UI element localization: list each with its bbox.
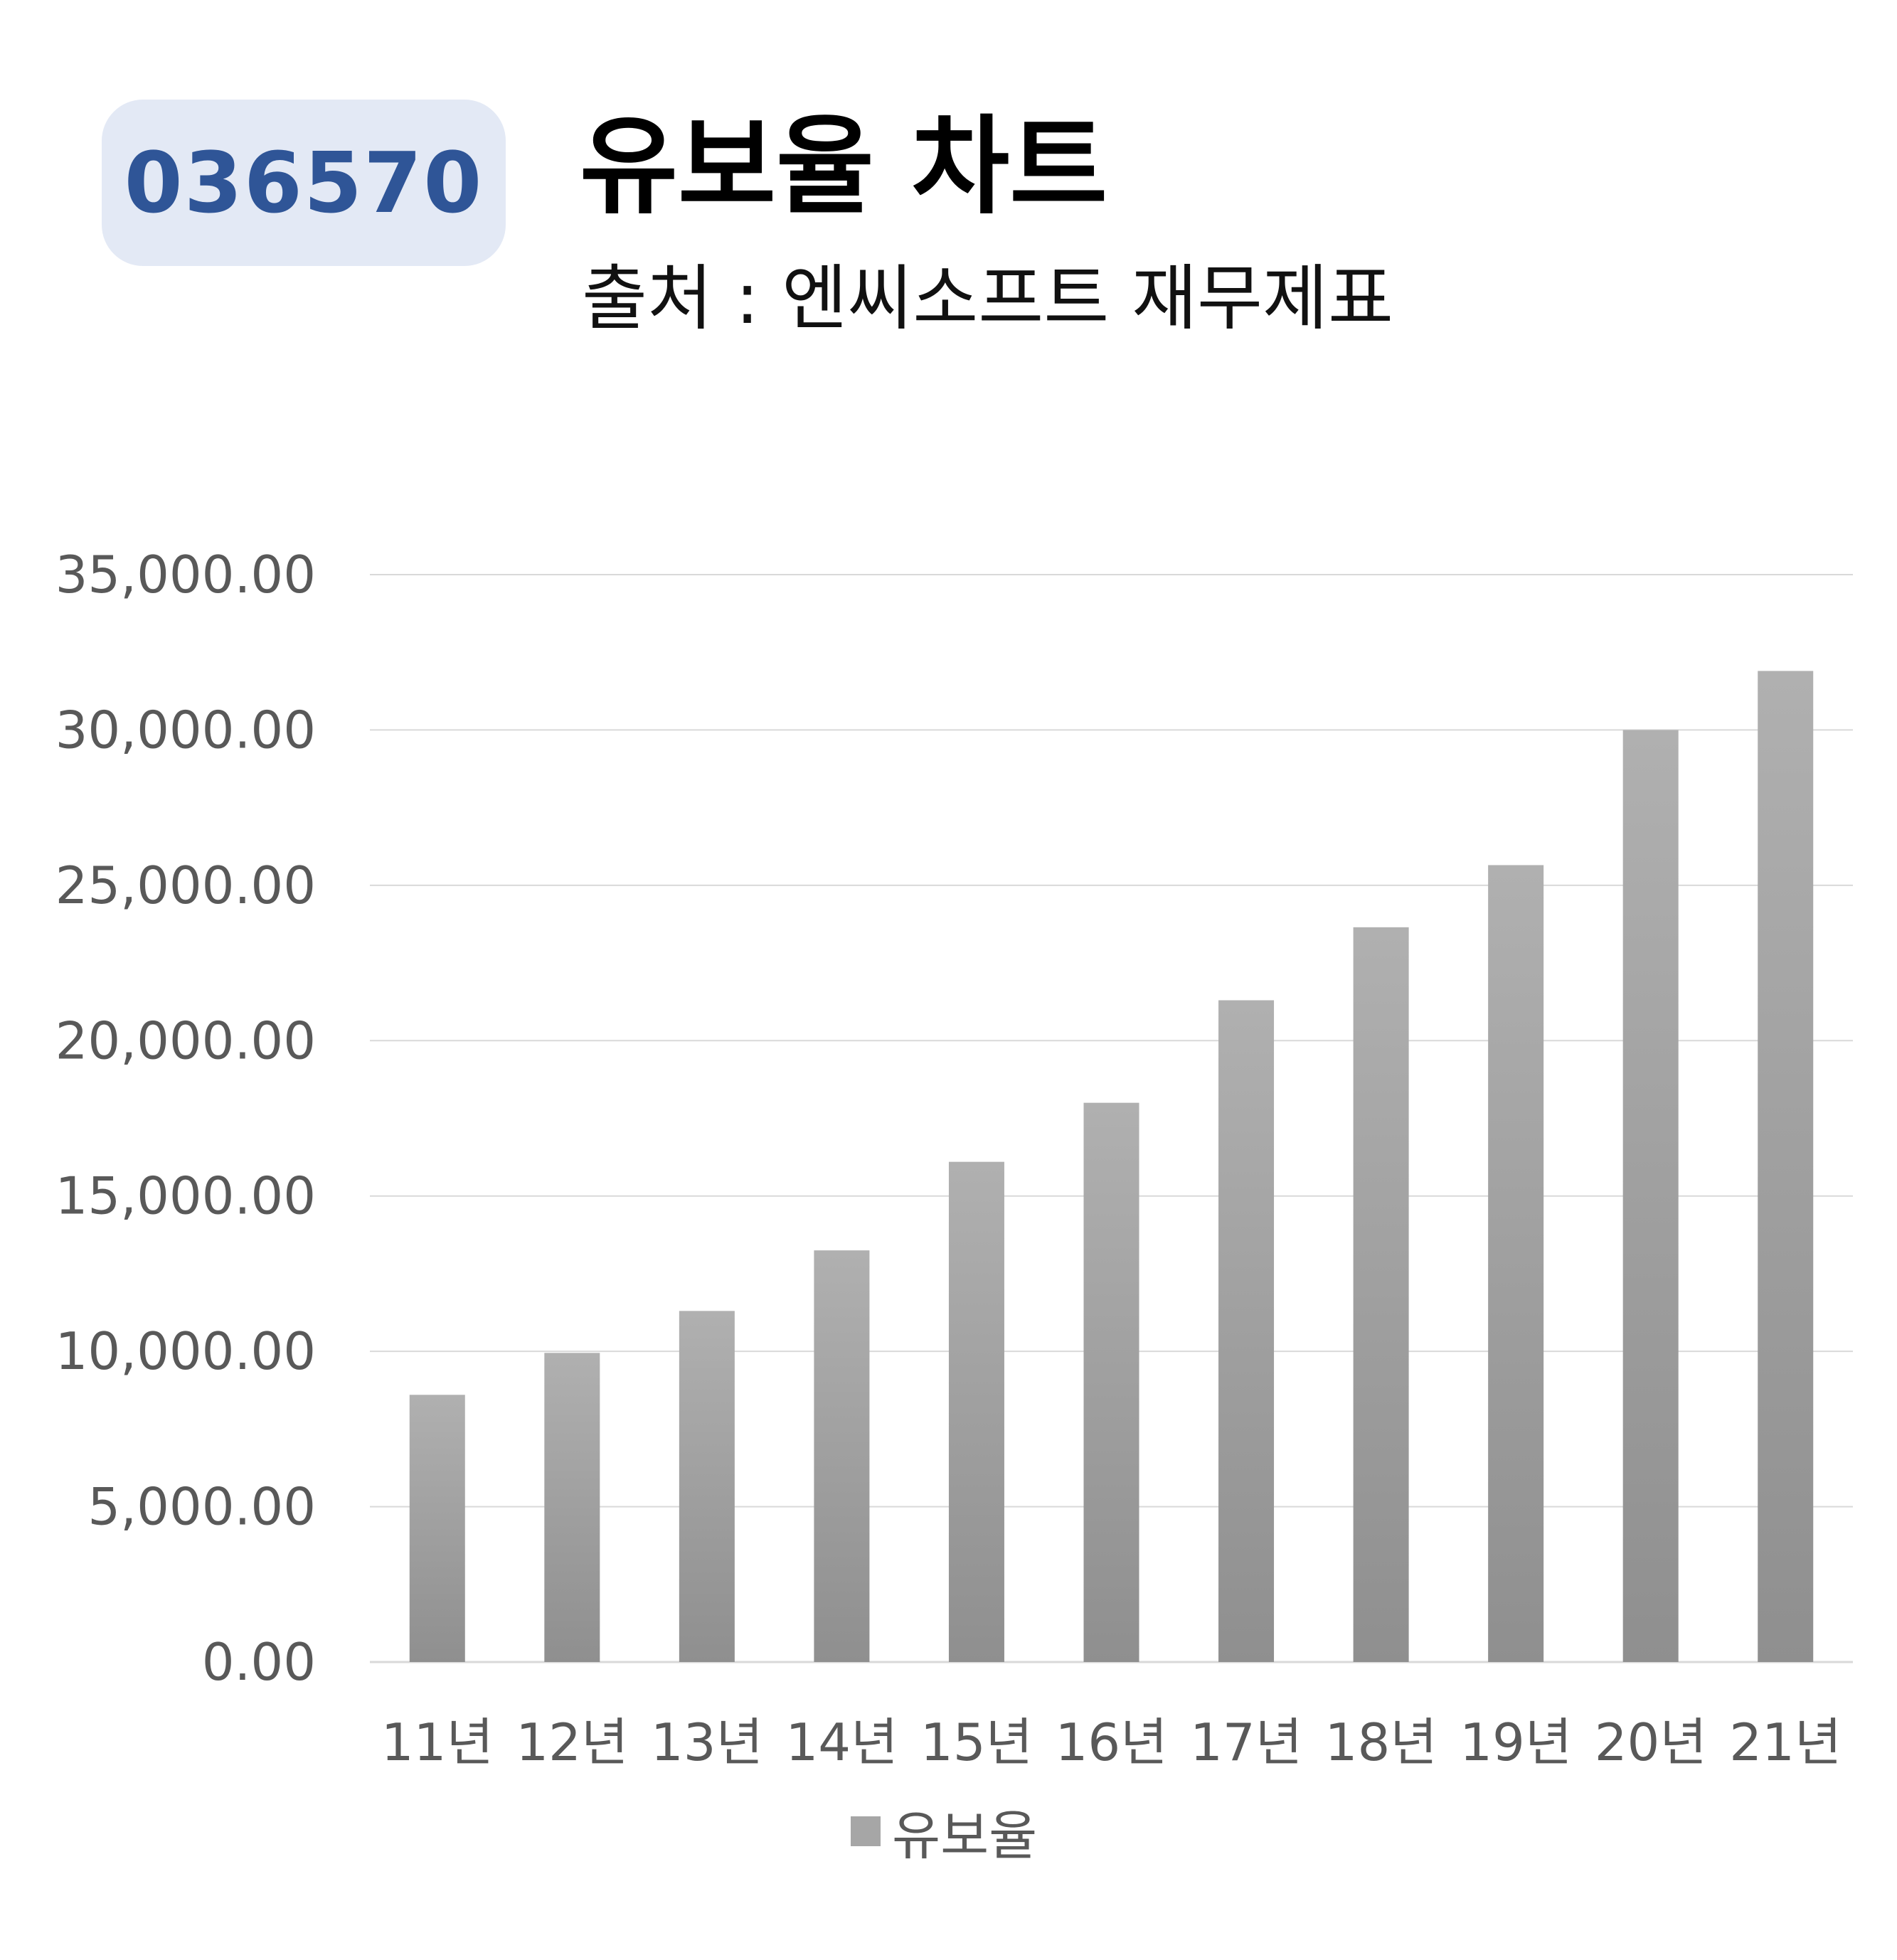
bar — [1353, 927, 1409, 1662]
bar — [1488, 865, 1544, 1662]
y-tick-label: 25,000.00 — [55, 856, 316, 915]
bar — [1622, 730, 1679, 1662]
x-tick-label: 16년 — [1056, 1713, 1168, 1772]
bar — [1083, 1102, 1139, 1662]
y-axis-ticks: 0.00 5,000.00 10,000.00 15,000.00 20,000.00 2… — [55, 545, 316, 1692]
x-tick-label: 19년 — [1460, 1713, 1572, 1772]
chart-subtitle: 출처 : 엔씨소프트 재무제표 — [582, 257, 1394, 340]
chart-title: 유보율 차트 — [580, 105, 1108, 229]
y-tick-label: 0.00 — [202, 1632, 316, 1692]
y-tick-label: 10,000.00 — [55, 1321, 316, 1381]
bar — [1758, 671, 1814, 1662]
x-tick-label: 13년 — [651, 1713, 763, 1772]
y-tick-label: 20,000.00 — [55, 1011, 316, 1070]
x-tick-label: 21년 — [1729, 1713, 1842, 1772]
x-axis-ticks: 11년 12년 13년 14년 15년 16년 17년 18년 19년 20년 21년 — [381, 1713, 1842, 1772]
x-tick-label: 18년 — [1325, 1713, 1438, 1772]
y-tick-label: 30,000.00 — [55, 700, 316, 760]
bars — [409, 671, 1814, 1662]
legend-label: 유보율 — [892, 1805, 1038, 1867]
x-tick-label: 14년 — [785, 1713, 898, 1772]
bar — [679, 1311, 735, 1662]
bar — [948, 1161, 1004, 1662]
x-tick-label: 12년 — [516, 1713, 628, 1772]
y-tick-label: 35,000.00 — [55, 545, 316, 604]
ticker-code: 036570 — [124, 134, 484, 232]
x-tick-label: 17년 — [1190, 1713, 1302, 1772]
bar — [409, 1395, 465, 1662]
legend-swatch — [851, 1816, 881, 1846]
x-tick-label: 15년 — [920, 1713, 1033, 1772]
bar — [1218, 1000, 1275, 1662]
x-tick-label: 11년 — [381, 1713, 494, 1772]
y-tick-label: 15,000.00 — [55, 1166, 316, 1226]
legend: 유보율 — [851, 1796, 1037, 1867]
ticker-badge: 036570 — [102, 100, 506, 266]
x-tick-label: 20년 — [1595, 1713, 1707, 1772]
bar — [814, 1250, 870, 1662]
y-tick-label: 5,000.00 — [87, 1477, 316, 1537]
bar — [544, 1353, 600, 1662]
